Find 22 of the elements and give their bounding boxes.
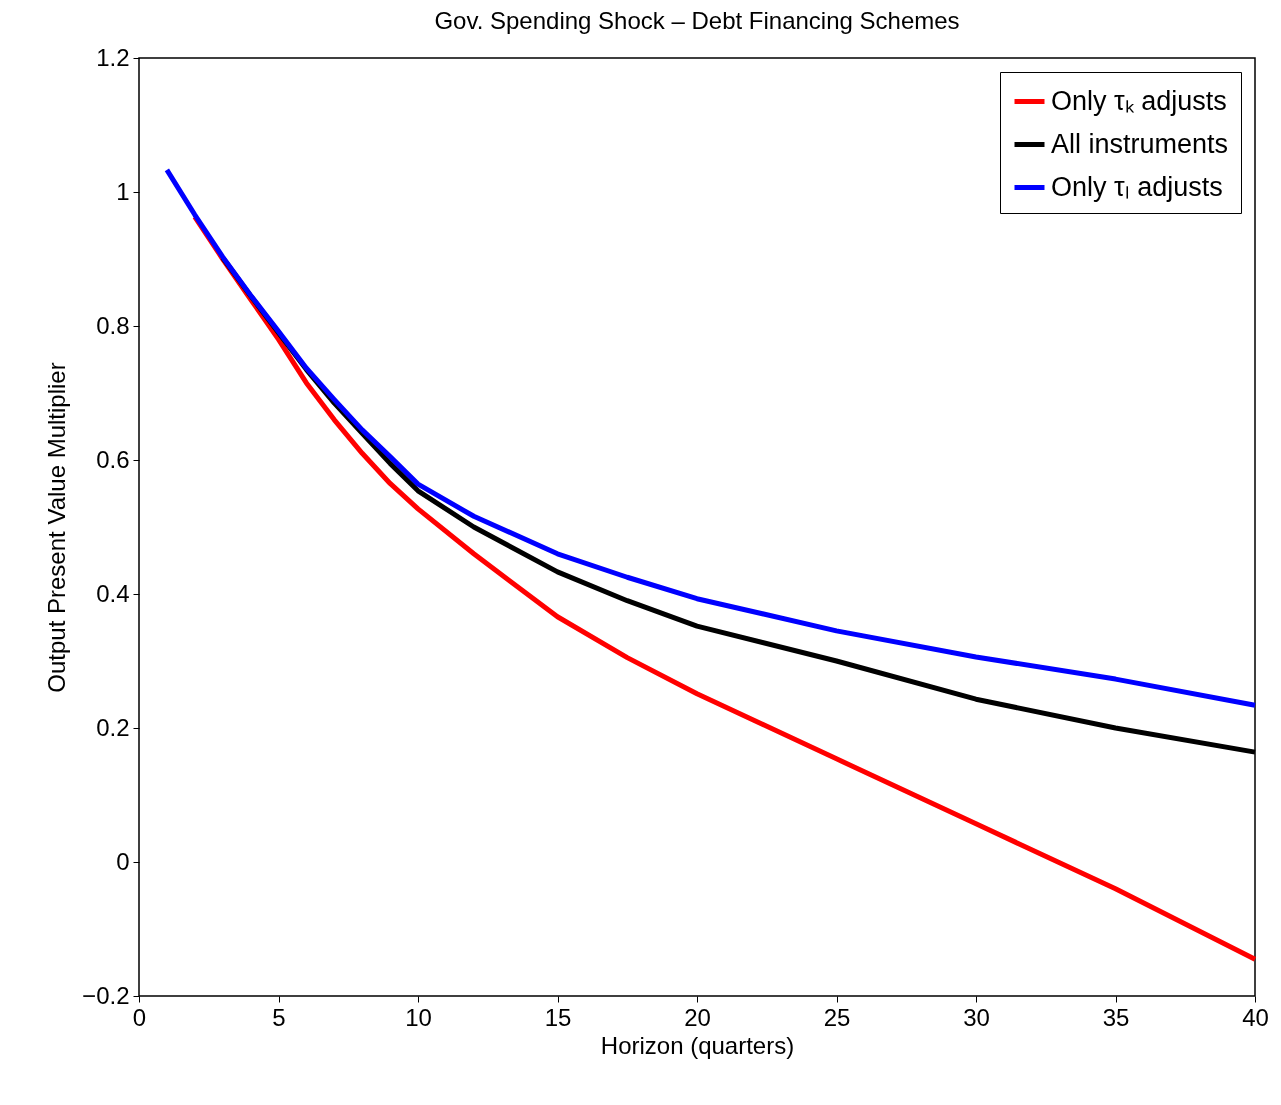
legend-label: All instruments <box>1051 128 1229 159</box>
legend-label: Only τₗ adjusts <box>1051 171 1223 202</box>
y-tick-label: −0.2 <box>82 981 130 1009</box>
x-tick-label: 40 <box>1242 1003 1269 1031</box>
x-tick-label: 15 <box>544 1003 572 1031</box>
y-tick-label: 1 <box>116 177 130 205</box>
x-tick-label: 25 <box>823 1003 851 1031</box>
y-tick-label: 1.2 <box>96 43 130 71</box>
x-tick-label: 30 <box>963 1003 990 1031</box>
y-axis-title: Output Present Value Multiplier <box>43 362 71 693</box>
x-tick-label: 20 <box>684 1003 711 1031</box>
chart-title: Gov. Spending Shock – Debt Financing Schemes <box>434 7 960 34</box>
x-tick-label: 5 <box>272 1003 286 1031</box>
y-tick-label: 0.4 <box>96 579 130 607</box>
x-tick-label: 10 <box>405 1003 432 1031</box>
legend-label: Only τₖ adjusts <box>1051 85 1227 116</box>
y-tick-label: 0.6 <box>96 445 130 473</box>
y-tick-label: 0.8 <box>96 311 130 339</box>
y-tick-label: 0.2 <box>96 713 130 741</box>
y-tick-label: 0 <box>116 847 130 875</box>
x-tick-label: 35 <box>1102 1003 1130 1031</box>
x-axis-title: Horizon (quarters) <box>600 1031 795 1059</box>
